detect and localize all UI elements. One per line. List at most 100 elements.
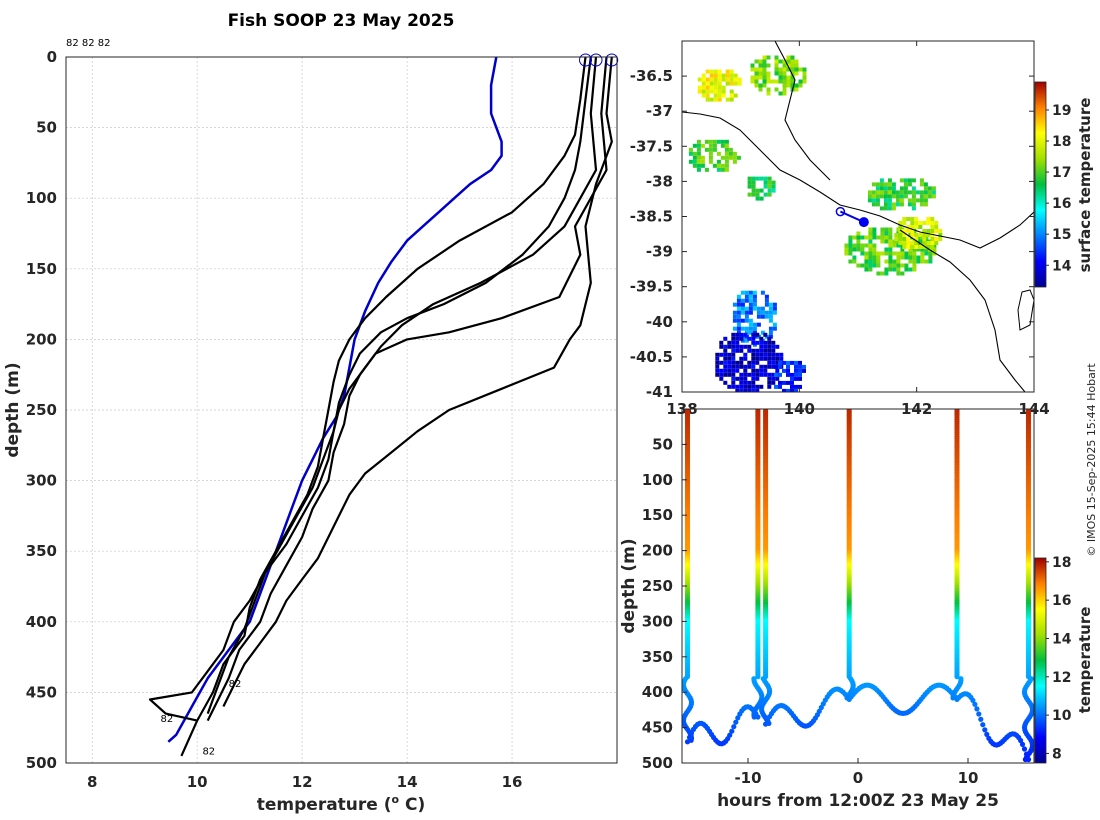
sst-pixel bbox=[736, 326, 741, 331]
series-profile-3 bbox=[148, 57, 598, 722]
sst-pixel bbox=[751, 384, 756, 389]
sst-pixel bbox=[884, 247, 889, 252]
sst-pixel bbox=[744, 330, 749, 335]
sst-pixel bbox=[774, 55, 779, 60]
sst-pixel bbox=[856, 263, 861, 268]
sst-pixel bbox=[888, 235, 893, 240]
sst-pixel bbox=[708, 143, 713, 148]
sst-pixel bbox=[705, 77, 710, 82]
sst-pixel bbox=[790, 376, 794, 381]
sst-pixel bbox=[755, 192, 760, 197]
sst-pixel bbox=[919, 190, 924, 195]
section-panel: 50 100 150 200 250 300 350 400 450 500 -10 0 10 hou… bbox=[619, 408, 1094, 811]
sst-pixel bbox=[727, 344, 732, 349]
sst-pixel bbox=[934, 237, 939, 241]
sst-pixel bbox=[715, 368, 720, 373]
sst-pixel bbox=[774, 67, 779, 72]
sst-pixel bbox=[763, 344, 768, 349]
sst-pixel bbox=[731, 380, 736, 385]
sst-pixel bbox=[763, 352, 768, 357]
series-profile-1 bbox=[180, 57, 587, 757]
credit-text: © IMOS 15-Sep-2025 15:44 Hobart bbox=[1085, 363, 1098, 557]
sst-pixel bbox=[872, 235, 877, 240]
sst-pixel bbox=[766, 91, 771, 96]
sst-pixel bbox=[774, 372, 778, 377]
sst-pixel bbox=[731, 340, 736, 345]
sst-pixel bbox=[790, 75, 795, 80]
section-axes-box bbox=[681, 408, 1035, 764]
sst-pixel bbox=[887, 190, 892, 195]
sst-pixel bbox=[844, 247, 849, 252]
sst-pixel bbox=[768, 334, 773, 339]
cast-point bbox=[980, 722, 986, 728]
sst-pixel bbox=[740, 298, 745, 303]
sst-pixel bbox=[911, 194, 916, 199]
sst-pixel bbox=[798, 364, 802, 369]
sst-pixel bbox=[872, 255, 877, 260]
temp-colorbar-ticks: 8 10 12 14 16 18 bbox=[1046, 555, 1072, 762]
sst-pixel bbox=[751, 348, 756, 353]
sst-pixel bbox=[904, 255, 909, 260]
sst-pixel bbox=[798, 372, 802, 377]
sst-pixel bbox=[758, 67, 763, 72]
sst-pixel bbox=[739, 384, 744, 389]
sst-pixel bbox=[906, 241, 911, 245]
sst-pixel bbox=[786, 59, 791, 64]
sst-pixel bbox=[856, 231, 861, 236]
sst-pixel bbox=[729, 89, 734, 94]
y-tick-label: 50 bbox=[36, 119, 57, 137]
sst-pixel bbox=[798, 79, 803, 84]
sst-pixel bbox=[875, 190, 880, 195]
top-annotation: 82 82 82 bbox=[66, 38, 111, 49]
sst-pixel bbox=[759, 336, 764, 341]
sst-pixel bbox=[708, 159, 713, 164]
sst-pixel bbox=[743, 352, 748, 357]
sst-pixel bbox=[766, 87, 771, 92]
sst-pixel bbox=[751, 380, 756, 385]
sst-pixel bbox=[760, 290, 765, 295]
sst-pixel bbox=[705, 93, 710, 98]
sst-pixel bbox=[732, 302, 737, 307]
colorbar-tick-label: 10 bbox=[1052, 708, 1072, 724]
section-y-tick-label: 250 bbox=[642, 577, 673, 595]
sst-pixel bbox=[924, 235, 929, 240]
sst-pixel bbox=[692, 143, 697, 148]
sst-pixel bbox=[743, 372, 748, 377]
sst-pixel bbox=[802, 71, 807, 76]
sst-pixel bbox=[794, 364, 798, 369]
sst-pixel bbox=[727, 372, 732, 377]
sst-pixel bbox=[752, 330, 757, 335]
ship-track bbox=[835, 206, 869, 228]
sst-pixel bbox=[906, 237, 911, 241]
profile-panel: Fish SOOP 23 May 2025 82 82 82 0 50 100 150… bbox=[3, 11, 619, 815]
sst-pixel bbox=[732, 310, 737, 315]
sst-pixel bbox=[763, 364, 768, 369]
sst-pixel bbox=[879, 178, 884, 183]
sst-pixel bbox=[930, 229, 935, 233]
sst-pixel bbox=[736, 322, 741, 327]
sst-pixel bbox=[926, 221, 931, 225]
sst-pixel bbox=[772, 302, 777, 307]
sst-pixel bbox=[895, 194, 900, 199]
sst-pixel bbox=[723, 356, 728, 361]
sst-pixel bbox=[923, 198, 928, 203]
sst-pixel bbox=[720, 155, 725, 160]
sst-pixel bbox=[697, 77, 702, 82]
map-y-tick-label: -39.5 bbox=[630, 278, 673, 296]
sst-pixel bbox=[782, 71, 787, 76]
sst-pixel bbox=[883, 202, 888, 207]
sst-pixel bbox=[709, 69, 714, 74]
sst-pixel bbox=[735, 388, 740, 392]
sst-pixel bbox=[802, 368, 806, 373]
sst-pixel bbox=[891, 182, 896, 187]
sst-pixel bbox=[786, 63, 791, 68]
cast-point bbox=[970, 697, 976, 704]
sst-pixel bbox=[747, 380, 752, 385]
sst-pixel bbox=[856, 247, 861, 252]
sst-pixel bbox=[732, 326, 737, 331]
sst-pixel bbox=[927, 186, 932, 191]
sst-pixel bbox=[709, 89, 714, 94]
sst-pixel bbox=[782, 79, 787, 84]
sst-pixel bbox=[766, 71, 771, 76]
sst-pixel bbox=[884, 227, 889, 232]
